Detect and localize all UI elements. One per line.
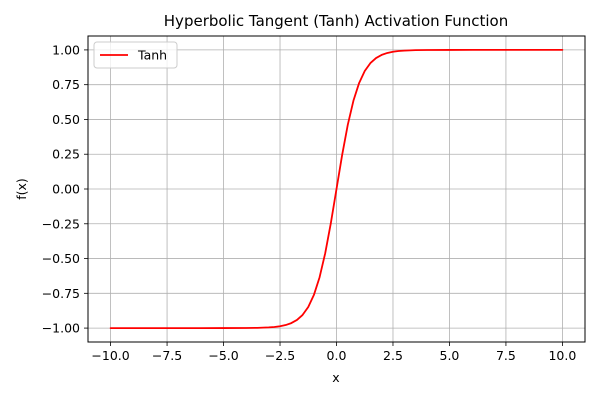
y-tick-label: 0.75 (52, 77, 80, 92)
x-tick-label: 10.0 (548, 348, 576, 363)
y-tick-label: 1.00 (52, 42, 80, 57)
x-tick-label: 7.5 (496, 348, 516, 363)
x-axis: −10.0 −7.5 −5.0 −2.5 0.0 2.5 5.0 7.5 10.0 (91, 342, 576, 363)
x-axis-label: x (332, 370, 339, 385)
series-layer (109, 49, 564, 329)
x-tick-label: −2.5 (265, 348, 295, 363)
y-tick-label: −0.75 (42, 286, 80, 301)
legend-box (93, 41, 178, 69)
x-tick-label: 0.0 (327, 348, 347, 363)
legend-label-tanh: Tanh (137, 48, 167, 63)
y-tick-label: −0.50 (42, 251, 80, 266)
x-tick-label: −7.5 (152, 348, 182, 363)
legend: Tanh (93, 41, 178, 69)
series-line-tanh (109, 49, 564, 329)
y-tick-label: −1.00 (42, 321, 80, 336)
x-tick-label: 2.5 (383, 348, 403, 363)
chart-title: Hyperbolic Tangent (Tanh) Activation Fun… (164, 12, 508, 30)
y-axis-label: f(x) (14, 178, 29, 200)
y-tick-label: 0.00 (52, 182, 80, 197)
y-tick-label: 0.50 (52, 112, 80, 127)
x-tick-label: −5.0 (208, 348, 238, 363)
y-tick-label: 0.25 (52, 147, 80, 162)
y-tick-label: −0.25 (42, 216, 80, 231)
x-tick-label: 5.0 (440, 348, 460, 363)
x-tick-label: −10.0 (91, 348, 129, 363)
y-axis: −1.00 −0.75 −0.50 −0.25 0.00 0.25 0.50 0.75 1.00 (42, 42, 88, 336)
